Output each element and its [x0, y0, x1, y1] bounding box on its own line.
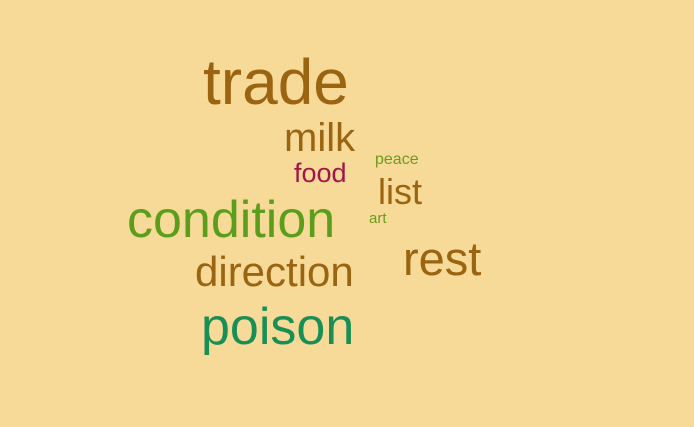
word-milk: milk — [284, 116, 356, 160]
word-poison: poison — [201, 298, 355, 356]
word-trade: trade — [203, 46, 349, 118]
word-list: list — [378, 171, 422, 212]
word-art: art — [369, 210, 387, 227]
word-food: food — [294, 158, 347, 188]
word-condition: condition — [127, 191, 336, 249]
word-rest: rest — [403, 232, 482, 285]
word-peace: peace — [375, 151, 419, 168]
word-direction: direction — [195, 248, 354, 295]
